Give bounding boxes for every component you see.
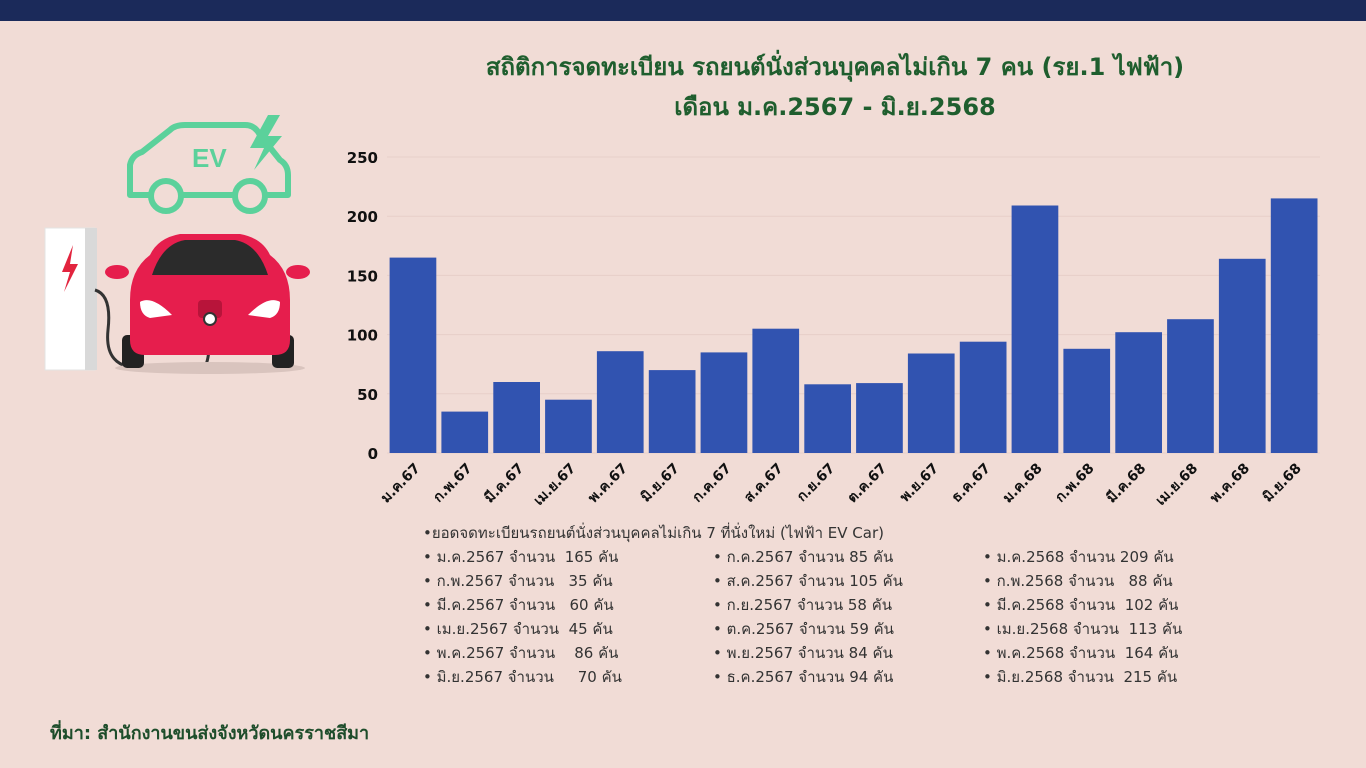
- bar: [493, 382, 540, 453]
- x-tick-label: ก.พ.68: [1052, 461, 1097, 506]
- note-item: • พ.ย.2567 จำนวน 84 คัน: [713, 644, 893, 662]
- note-item: • ก.ย.2567 จำนวน 58 คัน: [713, 596, 893, 614]
- bar: [856, 383, 903, 453]
- chart-title: สถิติการจดทะเบียน รถยนต์นั่งส่วนบุคคลไม่…: [485, 53, 1185, 81]
- bar: [545, 399, 592, 453]
- x-axis-labels: ม.ค.67 ก.พ.67 มี.ค.67 เม.ย.67 พ.ค.67 มิ.ย.67 ก…: [378, 461, 1305, 509]
- x-tick-label: ส.ค.67: [741, 461, 786, 506]
- x-tick-label: ม.ค.67: [378, 461, 424, 507]
- x-tick-label: เม.ย.67: [531, 461, 579, 509]
- x-tick-label: ธ.ค.67: [949, 461, 994, 506]
- note-item: • ม.ค.2567 จำนวน 165 คัน: [423, 548, 619, 566]
- bar: [907, 353, 955, 453]
- bar: [441, 411, 489, 453]
- notes-heading: •ยอดจดทะเบียนรถยนต์นั่งส่วนบุคคลไม่เกิน …: [423, 524, 884, 542]
- bar: [1270, 198, 1318, 453]
- bar: [389, 257, 437, 453]
- red-car-icon: [105, 234, 310, 374]
- y-tick-label: 100: [347, 327, 378, 345]
- note-item: • มี.ค.2567 จำนวน 60 คัน: [423, 596, 614, 614]
- x-tick-label: มิ.ย.67: [638, 461, 683, 506]
- y-tick-label: 0: [368, 445, 378, 463]
- ev-car-outline-icon: EV: [127, 122, 291, 214]
- note-item: • พ.ค.2567 จำนวน 86 คัน: [423, 644, 619, 662]
- bar: [1011, 205, 1059, 453]
- x-tick-label: ก.พ.67: [430, 461, 475, 506]
- x-tick-label: ก.ย.67: [794, 461, 838, 505]
- y-axis-ticks: 0 50 100 150 200 250: [347, 149, 378, 463]
- note-item: • ก.พ.2567 จำนวน 35 คัน: [423, 572, 613, 590]
- grid-lines: [387, 156, 1320, 454]
- note-item: • เม.ย.2567 จำนวน 45 คัน: [423, 620, 613, 638]
- y-tick-label: 250: [347, 149, 378, 167]
- bar: [1218, 258, 1266, 453]
- bar: [1063, 348, 1111, 453]
- y-tick-label: 200: [347, 208, 378, 226]
- bar: [700, 352, 748, 453]
- x-tick-label: มิ.ย.68: [1260, 461, 1305, 506]
- lightning-bolt-icon: [250, 115, 282, 170]
- note-item: • พ.ค.2568 จำนวน 164 คัน: [983, 644, 1179, 662]
- x-tick-label: ก.ค.67: [690, 461, 735, 506]
- x-tick-label: พ.ย.67: [897, 461, 942, 506]
- bar: [1115, 332, 1162, 453]
- top-bar: [0, 0, 1366, 21]
- x-tick-label: มี.ค.67: [482, 461, 528, 507]
- note-item: • มี.ค.2568 จำนวน 102 คัน: [983, 596, 1179, 614]
- source-text: ที่มา: สำนักงานขนส่งจังหวัดนครราชสีมา: [50, 723, 370, 744]
- x-tick-label: ต.ค.67: [845, 461, 891, 507]
- y-tick-label: 50: [357, 386, 378, 404]
- note-item: • ต.ค.2567 จำนวน 59 คัน: [713, 620, 894, 638]
- chart-subtitle: เดือน ม.ค.2567 - มิ.ย.2568: [674, 93, 996, 121]
- bar: [648, 370, 696, 453]
- note-item: • มิ.ย.2568 จำนวน 215 คัน: [983, 668, 1178, 686]
- note-item: • ก.ค.2567 จำนวน 85 คัน: [713, 548, 894, 566]
- note-item: • ม.ค.2568 จำนวน 209 คัน: [983, 548, 1174, 566]
- note-item: • มิ.ย.2567 จำนวน 70 คัน: [423, 668, 622, 686]
- note-item: • เม.ย.2568 จำนวน 113 คัน: [983, 620, 1183, 638]
- note-item: • ธ.ค.2567 จำนวน 94 คัน: [713, 668, 894, 686]
- bar: [959, 341, 1007, 453]
- ev-illustration: EV: [44, 115, 310, 374]
- note-item: • ก.พ.2568 จำนวน 88 คัน: [983, 572, 1173, 590]
- x-tick-label: พ.ค.68: [1207, 461, 1253, 507]
- bar: [804, 384, 851, 453]
- charging-station-icon: [44, 227, 212, 371]
- x-tick-label: เม.ย.68: [1153, 461, 1201, 509]
- bar: [1167, 319, 1214, 453]
- bar: [752, 328, 800, 453]
- x-tick-label: พ.ค.67: [585, 461, 631, 507]
- bar: [596, 351, 644, 453]
- x-tick-label: ม.ค.68: [1000, 461, 1046, 507]
- bars: [389, 198, 1318, 453]
- ev-badge-text: EV: [192, 143, 227, 173]
- x-tick-label: มี.ค.68: [1104, 461, 1150, 507]
- note-item: • ส.ค.2567 จำนวน 105 คัน: [713, 572, 903, 590]
- y-tick-label: 150: [347, 267, 378, 285]
